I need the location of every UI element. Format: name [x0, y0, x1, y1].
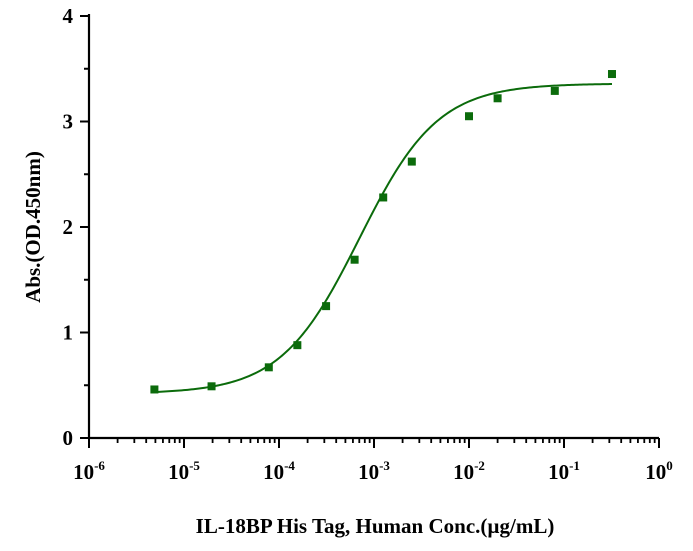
data-point	[322, 302, 331, 311]
data-points-layer	[150, 70, 616, 394]
y-axis: 0 1 2 3 4	[63, 4, 91, 450]
fit-curve-layer	[151, 83, 613, 394]
x-axis-label: IL-18BP His Tag, Human Conc.(µg/mL)	[196, 514, 555, 538]
y-axis-label: Abs.(OD.450nm)	[21, 151, 45, 303]
x-axis: 10-6 10-5 10-4 10-3 10-2 10-1 100	[73, 436, 673, 484]
data-point	[150, 385, 159, 394]
y-tick-label: 3	[63, 110, 74, 134]
data-point	[493, 94, 502, 103]
data-point	[293, 341, 302, 350]
data-point	[350, 255, 359, 264]
data-point	[550, 86, 559, 95]
y-tick-label: 0	[63, 426, 74, 450]
x-tick-label: 10-6	[73, 458, 105, 484]
fit-curve	[151, 83, 613, 394]
x-tick-label: 10-2	[453, 458, 485, 484]
data-point	[379, 193, 388, 202]
x-tick-label: 10-1	[548, 458, 580, 484]
data-point	[207, 382, 216, 391]
data-point	[465, 112, 473, 121]
y-tick-label: 2	[63, 215, 74, 239]
x-tick-label: 10-5	[168, 458, 200, 484]
x-tick-label: 10-4	[263, 458, 295, 484]
y-tick-label: 1	[63, 321, 74, 345]
x-tick-label: 100	[645, 458, 673, 484]
y-tick-label: 4	[63, 4, 74, 28]
data-point	[407, 157, 416, 166]
data-point	[264, 363, 273, 372]
data-point	[607, 70, 616, 79]
x-tick-label: 10-3	[358, 458, 390, 484]
